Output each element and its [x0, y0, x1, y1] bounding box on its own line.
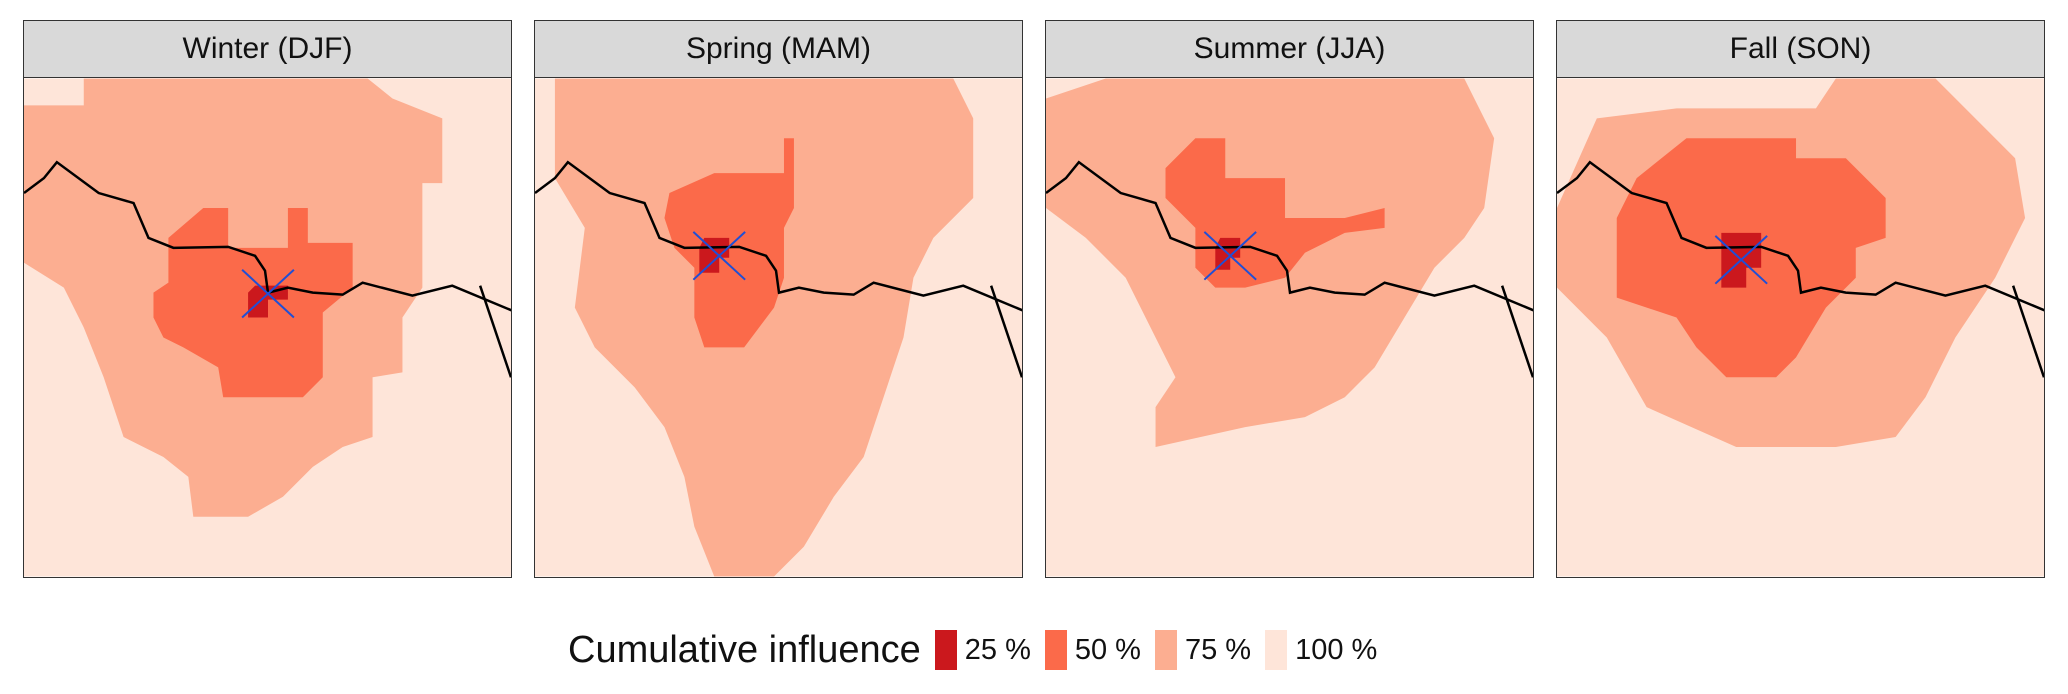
panel-3: Fall (SON): [1556, 20, 2045, 578]
influence-map: [23, 78, 512, 578]
legend-label-100: 100 %: [1295, 633, 1378, 666]
influence-map: [534, 78, 1023, 578]
coastline: [1500, 285, 1533, 378]
legend-label-25: 25 %: [964, 633, 1031, 666]
legend: Cumulative influence 25 % 50 % 75 % 100 …: [568, 622, 1391, 678]
panel-title: Spring (MAM): [534, 20, 1023, 78]
panel-1: Spring (MAM): [534, 20, 1023, 578]
coastline: [1557, 160, 2044, 312]
coastline: [1046, 160, 1533, 312]
panel-0: Winter (DJF): [23, 20, 512, 578]
coastline: [535, 160, 1022, 312]
legend-key-75: [1154, 630, 1177, 670]
region-25: [248, 285, 288, 318]
panel-2: Summer (JJA): [1045, 20, 1534, 578]
site-marker: [1714, 235, 1768, 285]
region-50: [664, 138, 794, 348]
influence-map: [1556, 78, 2045, 578]
legend-label-50: 50 %: [1074, 633, 1141, 666]
region-75: [554, 78, 974, 577]
panel-title: Summer (JJA): [1045, 20, 1534, 78]
legend-key-25: [934, 630, 957, 670]
panel-title: Fall (SON): [1556, 20, 2045, 78]
coastline: [989, 285, 1022, 378]
coastline: [24, 160, 511, 312]
site-marker: [241, 269, 295, 319]
panel-title: Winter (DJF): [23, 20, 512, 78]
site-marker: [692, 231, 746, 281]
legend-label-75: 75 %: [1184, 633, 1252, 666]
legend-key-100: [1265, 630, 1288, 670]
coastline: [2011, 285, 2044, 378]
coastline: [478, 285, 511, 378]
legend-title: Cumulative influence: [568, 628, 921, 671]
site-marker: [1203, 231, 1257, 281]
influence-map: [1045, 78, 1534, 578]
legend-key-50: [1044, 630, 1067, 670]
